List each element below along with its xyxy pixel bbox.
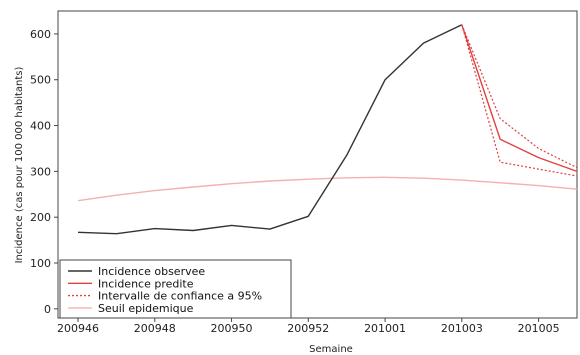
predicted-line (461, 24, 578, 173)
plot-frame (57, 10, 578, 319)
x-axis-label: Semaine (309, 344, 353, 355)
y-tick-label: 500 (30, 74, 51, 87)
observed-line (77, 24, 463, 235)
y-tick-label: 400 (30, 120, 51, 133)
x-tick-label: 201001 (364, 322, 406, 335)
series-layer (77, 24, 578, 235)
y-axis: 0 100 200 300 400 500 600 (30, 28, 58, 316)
y-tick-label: 0 (44, 303, 51, 316)
legend-label: Intervalle de confiance a 95% (98, 290, 262, 303)
ci-lower-line (461, 24, 578, 177)
x-tick-label: 200948 (134, 322, 176, 335)
y-tick-label: 200 (30, 211, 51, 224)
ci-upper-line (461, 24, 578, 169)
x-tick-label: 200950 (211, 322, 253, 335)
x-tick-label: 200952 (287, 322, 329, 335)
y-axis-label: Incidence (cas pour 100 000 habitants) (14, 67, 25, 264)
legend-label: Seuil epidemique (98, 302, 194, 315)
threshold-line (77, 176, 578, 202)
y-tick-label: 600 (30, 28, 51, 41)
x-tick-label: 200946 (57, 322, 99, 335)
y-tick-label: 100 (30, 257, 51, 270)
y-tick-label: 300 (30, 165, 51, 178)
x-tick-label: 201003 (441, 322, 483, 335)
legend-label: Incidence predite (98, 277, 194, 290)
legend-box (59, 259, 292, 319)
x-tick-label: 201005 (518, 322, 560, 335)
x-axis: 200946 200948 200950 200952 201001 201003 2010… (57, 318, 560, 335)
legend-label: Incidence observee (98, 265, 205, 278)
